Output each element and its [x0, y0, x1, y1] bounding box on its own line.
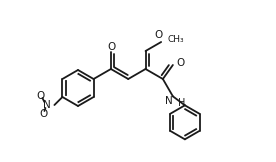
Text: N: N	[165, 96, 173, 106]
Text: O: O	[39, 109, 47, 119]
Text: H: H	[178, 98, 185, 108]
Text: O: O	[36, 91, 44, 101]
Text: O: O	[177, 58, 185, 68]
Text: N: N	[43, 100, 50, 110]
Text: CH₃: CH₃	[167, 35, 184, 44]
Text: O: O	[108, 42, 116, 52]
Text: O: O	[155, 30, 163, 40]
